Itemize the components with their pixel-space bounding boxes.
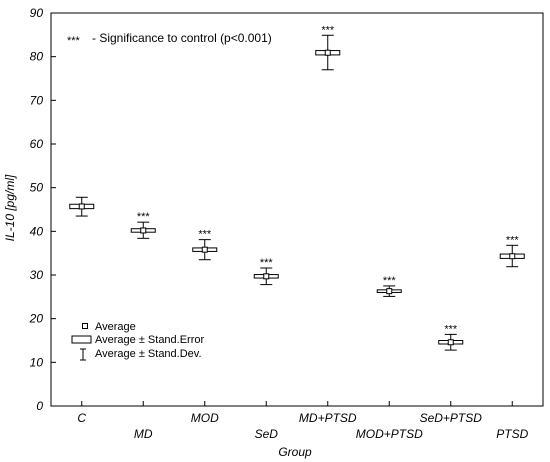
annotation-stars: *** — [67, 35, 81, 47]
mean-point — [324, 49, 331, 56]
legend-item-sd: Average ± Stand.Dev. — [95, 348, 202, 360]
mean-point — [386, 288, 393, 295]
x-tick-label: PTSD — [496, 427, 528, 441]
y-tick-label: 80 — [30, 50, 44, 64]
y-tick-label: 40 — [30, 224, 44, 238]
x-tick-labels: C MD MOD SeD MD+PTSD MOD+PTSD SeD+PTSD PTSD — [77, 411, 528, 441]
x-tick-label: SeD+PTSD — [420, 411, 483, 425]
significance-marker: *** — [506, 234, 520, 246]
x-tick-label: MOD+PTSD — [356, 427, 423, 441]
legend-mean-symbol — [82, 323, 88, 329]
significance-marker: *** — [444, 323, 458, 335]
y-tick-label: 70 — [30, 93, 44, 107]
significance-marker: *** — [198, 229, 212, 241]
y-tick-label: 20 — [29, 312, 44, 326]
axes — [50, 12, 544, 407]
plot-frame — [50, 12, 544, 407]
y-axis-label: IL-10 [pg/ml] — [3, 174, 17, 241]
y-tick-label: 90 — [30, 6, 44, 20]
mean-point — [140, 227, 147, 234]
x-tick-label: MD — [134, 427, 153, 441]
legend-se-symbol — [71, 335, 92, 344]
significance-marker: *** — [321, 24, 335, 36]
significance-marker: *** — [260, 257, 274, 269]
y-tick-label: 30 — [30, 268, 44, 282]
y-tick-label: 0 — [36, 399, 43, 413]
significance-markers: *** *** *** *** *** *** *** — [137, 24, 520, 335]
mean-point — [78, 203, 85, 210]
mean-point — [263, 273, 270, 280]
x-tick-label: C — [77, 411, 86, 425]
legend: Average Average ± Stand.Error Average ± … — [71, 321, 205, 361]
significance-marker: *** — [383, 275, 397, 287]
y-tick-label: 60 — [30, 137, 44, 151]
mean-point — [447, 339, 454, 346]
significance-marker: *** — [137, 211, 151, 223]
legend-item-mean: Average — [95, 321, 136, 333]
y-tick-label: 50 — [30, 181, 44, 195]
x-tick-label: SeD — [255, 427, 279, 441]
x-axis-label: Group — [278, 445, 312, 459]
legend-sd-symbol — [80, 348, 86, 361]
legend-item-se: Average ± Stand.Error — [95, 334, 205, 346]
x-tick-label: MD+PTSD — [299, 411, 357, 425]
plot-marks — [69, 34, 525, 351]
y-tick-label: 10 — [30, 355, 44, 369]
mean-point — [509, 253, 516, 260]
annotation-text: - Significance to control (p<0.001) — [92, 31, 272, 45]
y-tick-labels: 0 10 20 30 40 50 60 70 80 90 — [29, 6, 44, 413]
mean-point — [201, 246, 208, 253]
x-tick-label: MOD — [191, 411, 219, 425]
